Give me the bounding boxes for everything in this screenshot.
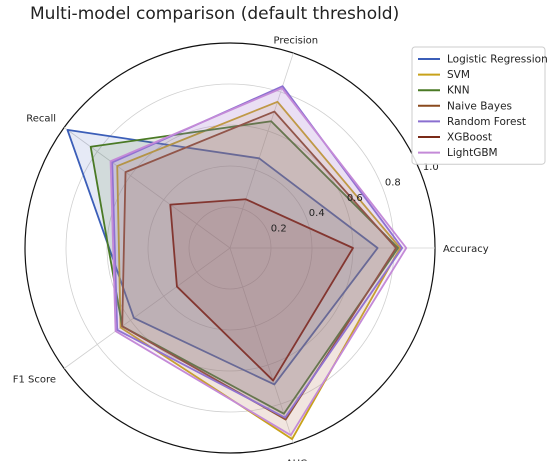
axis-label-recall: Recall [26,114,56,125]
spoke-line [63,247,231,369]
radial-tick-label: 0.6 [347,193,363,204]
legend-label: Naive Bayes [447,100,512,112]
series-polygon-logistic-regression [66,129,379,386]
axis-label-precision: Precision [274,35,319,46]
radial-tick-labels: 0.2 0.4 0.6 0.8 1.0 [271,162,439,234]
spoke-line [63,127,231,249]
legend-frame [411,46,546,165]
radial-tick-label: 0.2 [271,224,287,235]
radar-grid [24,42,436,454]
legend-label: Random Forest [447,116,526,128]
legend-label: LightGBM [447,147,498,159]
series-polygon-lightgbm [109,87,408,437]
legend: Logistic Regression SVM KNN Naive Bayes Rand… [411,46,548,165]
legend-label: KNN [447,85,470,97]
radial-tick-label: 1.0 [423,162,439,173]
legend-label: Logistic Regression [447,54,548,66]
spoke-line [229,247,294,444]
chart-title: Multi-model comparison (default threshol… [30,4,399,24]
series-polygon-knn [89,120,400,415]
series-layer [66,85,408,440]
axis-label-auc: AUC [286,458,307,461]
axis-label-f1-score: F1 Score [13,374,56,385]
series-polygon-xgboost [169,198,354,382]
legend-label: XGBoost [447,132,492,144]
radial-tick-label: 0.8 [385,177,401,188]
axis-labels: Accuracy Precision Recall F1 Score AUC [13,35,489,461]
axis-label-accuracy: Accuracy [443,244,489,255]
legend-label: SVM [447,69,470,81]
radial-tick-label: 0.4 [309,208,325,219]
